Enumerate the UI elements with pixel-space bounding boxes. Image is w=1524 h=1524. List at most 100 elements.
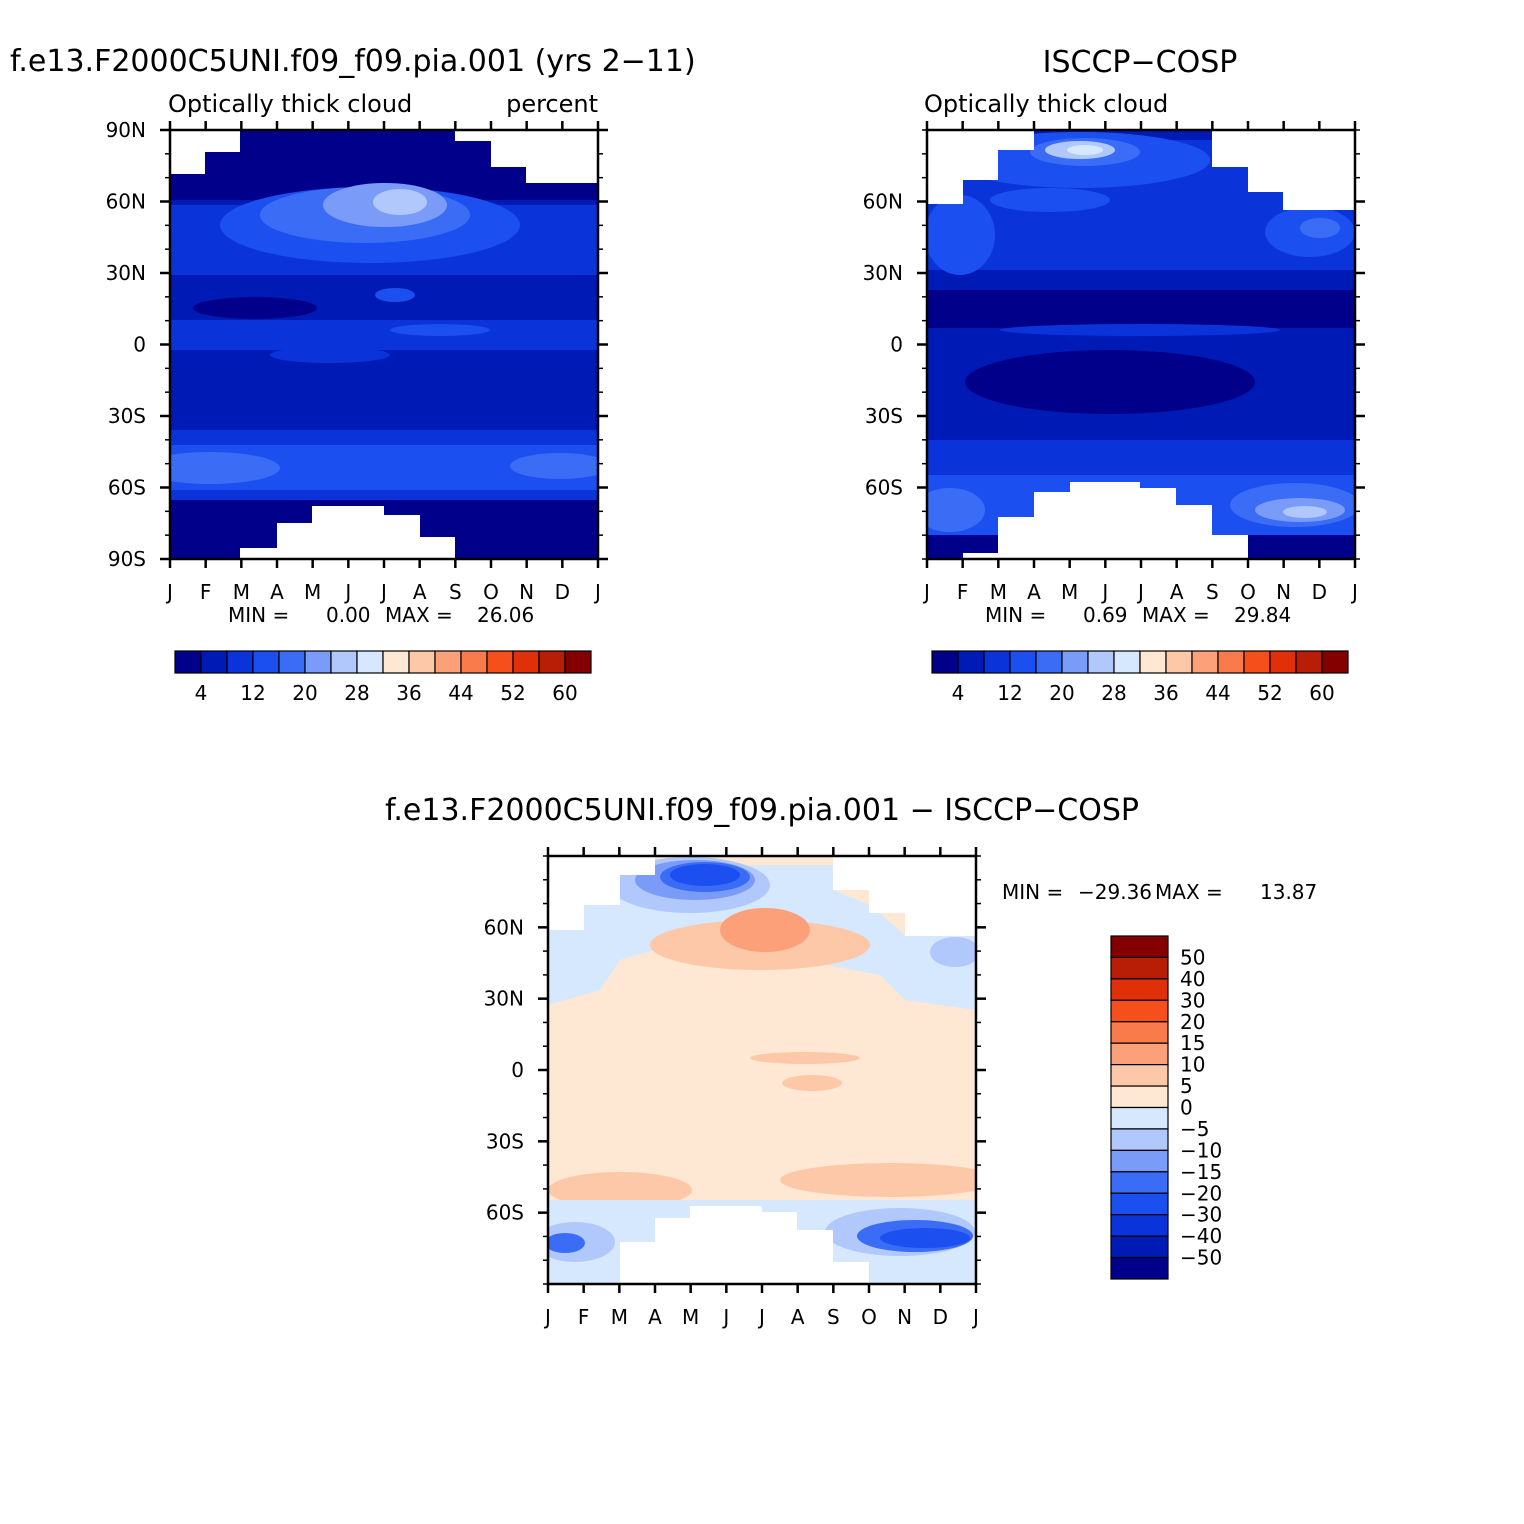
colorbar-swatch (356, 650, 384, 674)
panel-obs-max-label: MAX = (1142, 603, 1210, 627)
colorbar-swatch (512, 650, 540, 674)
y-tick-label: 0 (890, 333, 903, 357)
colorbar-label: 60 (1309, 681, 1334, 705)
colorbar-label: −5 (1180, 1117, 1209, 1141)
colorbar-swatch (1110, 1106, 1169, 1130)
x-tick-label: M (611, 1305, 628, 1329)
panel-model-max-value: 26.06 (477, 603, 534, 627)
colorbar-swatch (1110, 999, 1169, 1023)
colorbar-swatch (1269, 650, 1297, 674)
x-tick-label: O (483, 580, 499, 604)
colorbar-swatch (434, 650, 462, 674)
panel-model-subtitle: Optically thick cloud (168, 90, 412, 118)
colorbar-swatch (1110, 935, 1169, 959)
colorbar-label: 20 (292, 681, 317, 705)
colorbar-swatch (1110, 1171, 1169, 1194)
colorbar-swatch (174, 650, 202, 674)
colorbar-swatch (1035, 650, 1063, 674)
x-tick-label: O (1240, 580, 1256, 604)
x-tick-label: A (1027, 580, 1041, 604)
panel-diff-min-label: MIN = (1002, 880, 1063, 904)
panel-obs-field (927, 130, 1355, 559)
x-tick-label: M (304, 580, 321, 604)
colorbar-swatch (1243, 650, 1271, 674)
panel-obs-subtitle: Optically thick cloud (924, 90, 1168, 118)
x-tick-label: J (1350, 580, 1358, 604)
panel-diff-min-value: −29.36 (1078, 880, 1152, 904)
colorbar-label: 50 (1180, 945, 1205, 969)
colorbar-swatch (330, 650, 358, 674)
colorbar-label: 20 (1049, 681, 1074, 705)
colorbar-label: 5 (1180, 1074, 1193, 1098)
colorbar-label: 44 (448, 681, 473, 705)
x-tick-label: J (593, 580, 601, 604)
x-tick-label: J (343, 580, 351, 604)
colorbar-label: 28 (344, 681, 369, 705)
colorbar-label: 52 (1257, 681, 1282, 705)
y-tick-label: 30N (484, 987, 524, 1011)
colorbar-swatch (304, 650, 332, 674)
panel-model-units: percent (506, 90, 598, 118)
x-tick-label: M (1061, 580, 1078, 604)
panel-model-min-value: 0.00 (326, 603, 371, 627)
colorbar-swatch (1295, 650, 1323, 674)
x-tick-label: S (449, 580, 462, 604)
y-tick-label: 60N (863, 190, 903, 214)
x-tick-label: J (721, 1305, 729, 1329)
panel-model: f.e13.F2000C5UNI.f09_f09.pia.001 (yrs 2−… (10, 44, 696, 705)
panel-diff-field (548, 856, 976, 1284)
colorbar-label: 36 (396, 681, 421, 705)
panel-model-title: f.e13.F2000C5UNI.f09_f09.pia.001 (yrs 2−… (10, 44, 696, 79)
x-tick-label: J (1136, 580, 1144, 604)
colorbar-swatch (1139, 650, 1167, 674)
panel-diff-max-value: 13.87 (1260, 880, 1317, 904)
y-tick-label: 60N (106, 190, 146, 214)
x-tick-label: J (922, 580, 930, 604)
colorbar-swatch (564, 650, 592, 674)
panel-obs-title: ISCCP−COSP (1043, 45, 1238, 80)
colorbar-label: 44 (1205, 681, 1230, 705)
panel-obs-colorbar: 4 12 20 28 36 44 52 60 (931, 650, 1349, 705)
colorbar-label: −50 (1180, 1246, 1222, 1270)
x-tick-label: J (165, 580, 173, 604)
panel-diff-max-label: MAX = (1155, 880, 1223, 904)
colorbar-swatch (1110, 1149, 1169, 1173)
panel-model-field (170, 130, 598, 559)
colorbar-swatch (1087, 650, 1115, 674)
colorbar-label: 4 (195, 681, 208, 705)
x-tick-label: D (933, 1305, 948, 1329)
x-tick-label: A (791, 1305, 805, 1329)
panel-model-stats: MIN = 0.00 MAX = 26.06 (228, 603, 534, 627)
colorbar-swatch (1110, 1021, 1169, 1044)
x-tick-label: N (897, 1305, 912, 1329)
x-tick-label: J (971, 1305, 979, 1329)
y-tick-label: 0 (133, 333, 146, 357)
x-tick-label: J (1100, 580, 1108, 604)
colorbar-swatch (1110, 1128, 1169, 1151)
panel-obs-min-value: 0.69 (1083, 603, 1128, 627)
colorbar-swatch (983, 650, 1011, 674)
colorbar-swatch (382, 650, 410, 674)
panel-model-max-label: MAX = (385, 603, 453, 627)
colorbar-swatch (931, 650, 959, 674)
y-tick-label: 60S (486, 1201, 524, 1225)
x-tick-label: A (270, 580, 284, 604)
x-tick-label: F (578, 1305, 590, 1329)
x-tick-label: J (543, 1305, 551, 1329)
y-tick-label: 30S (108, 404, 146, 428)
y-tick-label: 90S (108, 547, 146, 571)
y-tick-label: 30S (486, 1129, 524, 1153)
colorbar-label: 36 (1153, 681, 1178, 705)
colorbar-swatch (957, 650, 985, 674)
colorbar-swatch (200, 650, 228, 674)
colorbar-swatch (1110, 956, 1169, 980)
colorbar-swatch (1113, 650, 1141, 674)
colorbar-label: −20 (1180, 1181, 1222, 1205)
colorbar-label: 10 (1180, 1053, 1205, 1077)
x-tick-label: J (757, 1305, 765, 1329)
x-tick-label: D (1312, 580, 1327, 604)
colorbar-label: 30 (1180, 988, 1205, 1012)
y-tick-label: 30N (106, 261, 146, 285)
